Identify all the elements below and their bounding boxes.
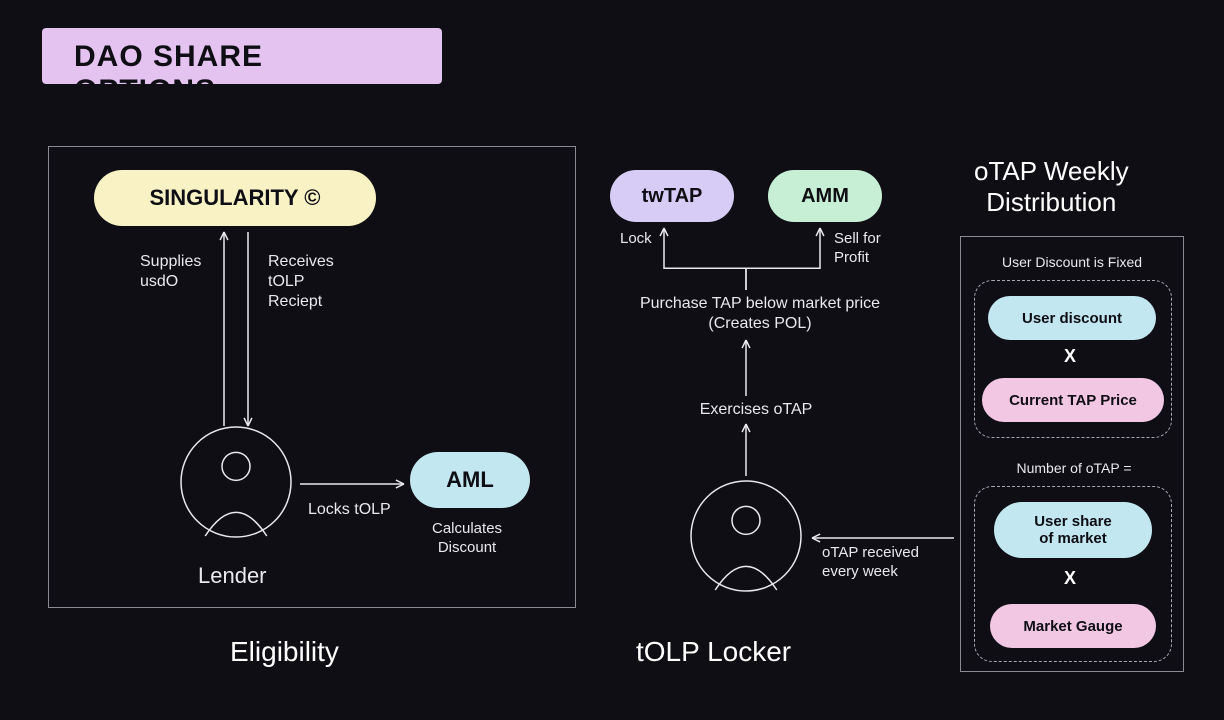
arrow-up1 [212,220,236,438]
aml-label: AML [446,467,494,493]
amm-pill: AMM [768,170,882,222]
arrow-locker_to_purchase [734,412,758,488]
title-text: DAO SHARE OPTIONS [74,40,263,107]
singularity-label: SINGULARITY © [149,185,320,211]
amm-label: AMM [801,185,849,208]
locker-person-icon [690,480,802,592]
locks-tolp-label: Locks tOLP [308,500,391,520]
receives-label: Receives tOLP Reciept [268,252,334,312]
lender-label: Lender [198,562,267,590]
arrow-to_aml [288,472,416,496]
title-banner: DAO SHARE OPTIONS [42,28,442,84]
eligibility-section-title: Eligibility [230,636,339,668]
singularity-pill: SINGULARITY © [94,170,376,226]
number-of-otap-label: Number of oTAP = [1004,460,1144,478]
lock-label: Lock [620,230,652,249]
lender-person-icon [180,426,292,538]
arrow-dist_to_locker [800,526,966,550]
arrow-purchase_up [734,328,758,408]
arrow-down1 [236,220,260,438]
multiply-x-2: X [1064,568,1076,589]
sell-for-profit-label: Sell for Profit [834,230,881,268]
supplies-label: Supplies usdO [140,252,201,292]
user-discount-fixed-label: User Discount is Fixed [992,254,1152,272]
twtap-pill: twTAP [610,170,734,222]
calculates-discount-label: Calculates Discount [432,520,502,558]
aml-pill: AML [410,452,530,508]
arrow-split_right [734,216,832,302]
distribution-section-title: oTAP Weekly Distribution [974,156,1129,218]
twtap-label: twTAP [642,185,703,208]
multiply-x-1: X [1064,346,1076,367]
locker-section-title: tOLP Locker [636,636,791,668]
